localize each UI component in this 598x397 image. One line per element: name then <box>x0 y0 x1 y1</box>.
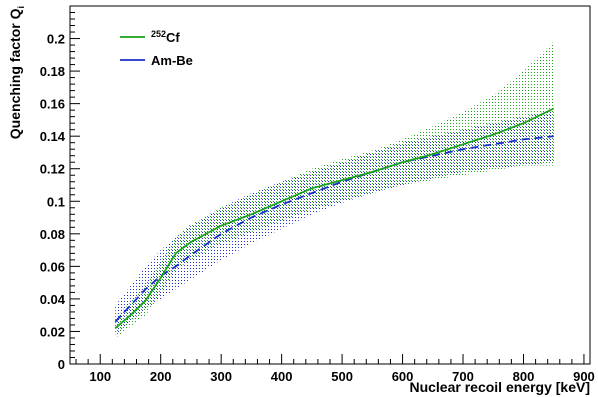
y-tick-label: 0.12 <box>40 162 65 177</box>
x-tick-label: 100 <box>89 369 111 384</box>
x-tick-label: 800 <box>513 369 535 384</box>
uncertainty-bands <box>115 41 554 339</box>
y-tick-label: 0.18 <box>40 64 65 79</box>
band-ambe <box>115 110 554 335</box>
y-tick-label: 0.16 <box>40 97 65 112</box>
y-tick-label: 0.08 <box>40 227 65 242</box>
x-tick-label: 300 <box>210 369 232 384</box>
y-tick-label: 0.04 <box>40 292 66 307</box>
line-ambe <box>114 135 554 323</box>
y-axis-title-main: Quenching factor Q <box>7 8 23 139</box>
line-cf252 <box>114 107 555 329</box>
x-tick-label: 400 <box>271 369 293 384</box>
y-axis: 0 0.02 0.04 0.06 0.08 0.1 0.12 0.14 0.16 0.18 0.2 <box>40 5 80 372</box>
x-tick-label: 900 <box>573 369 595 384</box>
x-axis-title: Nuclear recoil energy [keV] <box>409 379 590 395</box>
legend: 252Cf Am-Be <box>120 29 193 68</box>
series-lines <box>114 107 555 329</box>
y-tick-label: 0.2 <box>47 32 65 47</box>
x-tick-label: 700 <box>452 369 474 384</box>
legend-label-cf252-main: Cf <box>166 30 180 45</box>
y-tick-label: 0 <box>58 357 65 372</box>
y-tick-label: 0.06 <box>40 259 65 274</box>
y-axis-title-subscript: i <box>16 6 26 9</box>
y-tick-label: 0.1 <box>47 194 65 209</box>
legend-label-ambe: Am-Be <box>151 53 193 68</box>
legend-label-cf252: 252Cf <box>151 29 180 45</box>
y-tick-label: 0.02 <box>40 324 65 339</box>
x-axis: 100 200 300 400 500 600 700 800 900 <box>75 354 595 384</box>
y-tick-label: 0.14 <box>40 129 66 144</box>
legend-label-cf252-superscript: 252 <box>151 29 166 39</box>
y-axis-title: Quenching factor Qi <box>7 6 26 139</box>
x-tick-label: 500 <box>331 369 353 384</box>
x-tick-label: 600 <box>392 369 414 384</box>
x-tick-label: 200 <box>150 369 172 384</box>
